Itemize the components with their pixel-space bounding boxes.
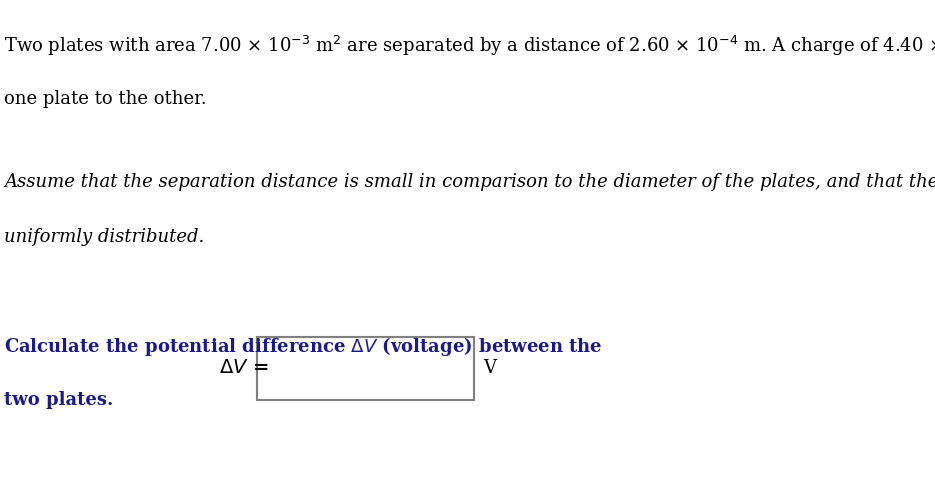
Text: V: V [483, 359, 496, 377]
Text: Assume that the separation distance is small in comparison to the diameter of th: Assume that the separation distance is s… [4, 173, 935, 191]
Text: two plates.: two plates. [4, 391, 113, 409]
Text: uniformly distributed.: uniformly distributed. [4, 228, 205, 246]
Bar [257, 336, 474, 399]
Text: Two plates with area 7.00 $\times$ 10$^{-3}$ m$^{2}$ are separated by a distance: Two plates with area 7.00 $\times$ 10$^{… [4, 34, 935, 58]
Text: one plate to the other.: one plate to the other. [4, 90, 207, 108]
Text: $\mathit{\Delta V}$ =: $\mathit{\Delta V}$ = [219, 359, 269, 377]
Text: Calculate the potential difference $\mathit{\Delta V}$ (voltage) between the: Calculate the potential difference $\mat… [4, 335, 603, 358]
